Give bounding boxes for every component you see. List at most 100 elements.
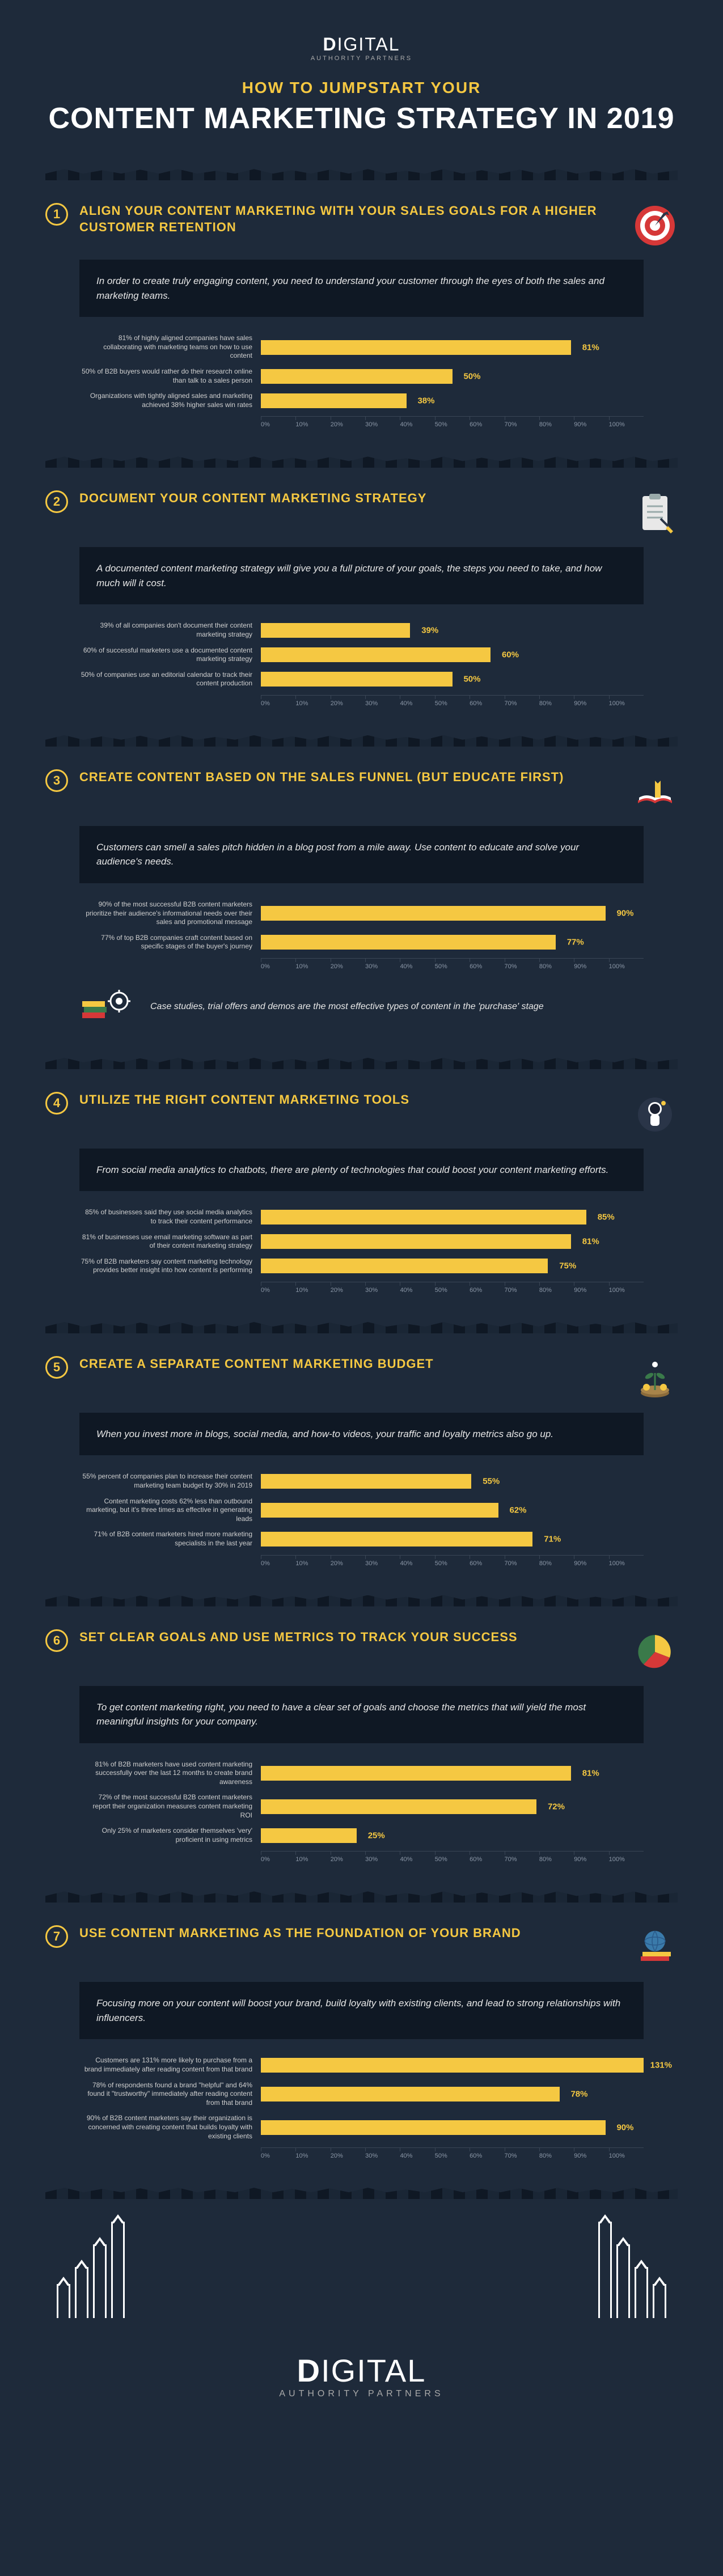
main-title: HOW TO JUMPSTART YOUR CONTENT MARKETING …	[45, 79, 678, 135]
bar-chart: Customers are 131% more likely to purcha…	[79, 2056, 644, 2159]
axis-tick: 70%	[505, 1856, 539, 1863]
bar-label: 71% of B2B content marketers hired more …	[79, 1530, 261, 1548]
axis-tick: 0%	[261, 963, 295, 970]
bar-chart: 55% percent of companies plan to increas…	[79, 1472, 644, 1566]
bar-chart: 85% of businesses said they use social m…	[79, 1208, 644, 1294]
divider	[45, 169, 678, 180]
bar-fill: 81%	[261, 1766, 571, 1781]
section-3: 3 CREATE CONTENT BASED ON THE SALES FUNN…	[45, 769, 678, 1029]
bar-fill: 131%	[261, 2058, 644, 2073]
axis-tick: 100%	[609, 2153, 644, 2159]
bar-fill: 90%	[261, 2120, 606, 2135]
bar-track: 78%	[261, 2087, 644, 2102]
section-desc: When you invest more in blogs, social me…	[79, 1413, 644, 1456]
bar-fill: 77%	[261, 935, 556, 950]
bar-label: 77% of top B2B companies craft content b…	[79, 934, 261, 951]
axis-tick: 40%	[400, 700, 434, 707]
section-head: 3 CREATE CONTENT BASED ON THE SALES FUNN…	[45, 769, 678, 815]
bar-row: 81% of businesses use email marketing so…	[79, 1233, 644, 1251]
bar-track: 38%	[261, 393, 644, 408]
axis-tick: 100%	[609, 1856, 644, 1863]
x-axis: 0%10%20%30%40%50%60%70%80%90%100%	[261, 695, 644, 707]
section-number: 5	[45, 1356, 68, 1379]
bar-fill: 25%	[261, 1828, 357, 1843]
axis-tick: 60%	[470, 700, 504, 707]
logo-text: DIGITAL	[45, 34, 678, 55]
axis-tick: 70%	[505, 1287, 539, 1294]
axis-tick: 10%	[295, 421, 330, 428]
axis-tick: 70%	[505, 421, 539, 428]
divider	[45, 1058, 678, 1069]
axis-tick: 90%	[574, 1560, 608, 1567]
axis-tick: 80%	[539, 1560, 574, 1567]
axis-tick: 30%	[365, 1560, 400, 1567]
logo-sub: AUTHORITY PARTNERS	[45, 55, 678, 62]
bar-label: 90% of the most successful B2B content m…	[79, 900, 261, 927]
bar-fill: 50%	[261, 369, 453, 384]
section-title: SET CLEAR GOALS AND USE METRICS TO TRACK…	[79, 1629, 621, 1646]
axis-tick: 50%	[435, 421, 470, 428]
x-axis: 0%10%20%30%40%50%60%70%80%90%100%	[261, 958, 644, 970]
section-title: CREATE A SEPARATE CONTENT MARKETING BUDG…	[79, 1356, 621, 1372]
axis-tick: 0%	[261, 1560, 295, 1567]
section-desc: From social media analytics to chatbots,…	[79, 1149, 644, 1192]
axis-tick: 20%	[331, 1287, 365, 1294]
bar-value: 77%	[567, 938, 584, 947]
axis-tick: 100%	[609, 1287, 644, 1294]
bar-chart: 90% of the most successful B2B content m…	[79, 900, 644, 970]
axis-tick: 0%	[261, 421, 295, 428]
bar-row: 50% of B2B buyers would rather do their …	[79, 367, 644, 385]
bar-fill: 71%	[261, 1532, 532, 1547]
bar-fill: 85%	[261, 1210, 586, 1225]
plant-coins-icon	[632, 1356, 678, 1401]
bar-chart: 81% of B2B marketers have used content m…	[79, 1760, 644, 1863]
section-desc: To get content marketing right, you need…	[79, 1686, 644, 1743]
bar-row: 75% of B2B marketers say content marketi…	[79, 1257, 644, 1275]
bar-label: 50% of companies use an editorial calend…	[79, 671, 261, 688]
axis-tick: 60%	[470, 1560, 504, 1567]
axis-tick: 30%	[365, 700, 400, 707]
bar-row: 39% of all companies don't document thei…	[79, 621, 644, 639]
section-desc: In order to create truly engaging conten…	[79, 260, 644, 317]
section-2: 2 DOCUMENT YOUR CONTENT MARKETING STRATE…	[45, 490, 678, 707]
bar-value: 85%	[598, 1212, 615, 1222]
axis-tick: 10%	[295, 700, 330, 707]
bar-value: 90%	[616, 2122, 633, 2132]
axis-tick: 80%	[539, 2153, 574, 2159]
arrow-icon	[616, 2244, 630, 2318]
section-6: 6 SET CLEAR GOALS AND USE METRICS TO TRA…	[45, 1629, 678, 1863]
section-title: USE CONTENT MARKETING AS THE FOUNDATION …	[79, 1925, 621, 1942]
target-icon	[632, 203, 678, 248]
bar-chart: 39% of all companies don't document thei…	[79, 621, 644, 707]
bar-value: 81%	[582, 342, 599, 352]
x-axis: 0%10%20%30%40%50%60%70%80%90%100%	[261, 1555, 644, 1567]
section-title: UTILIZE THE RIGHT CONTENT MARKETING TOOL…	[79, 1092, 621, 1108]
bar-track: 81%	[261, 340, 644, 355]
section-1: 1 ALIGN YOUR CONTENT MARKETING WITH YOUR…	[45, 203, 678, 428]
axis-tick: 80%	[539, 700, 574, 707]
axis-tick: 100%	[609, 1560, 644, 1567]
bar-row: 60% of successful marketers use a docume…	[79, 646, 644, 664]
axis-tick: 30%	[365, 1287, 400, 1294]
axis-tick: 50%	[435, 2153, 470, 2159]
bar-fill: 75%	[261, 1259, 548, 1273]
axis-tick: 90%	[574, 1287, 608, 1294]
logo-d: D	[323, 34, 337, 54]
bar-row: Customers are 131% more likely to purcha…	[79, 2056, 644, 2074]
axis-tick: 30%	[365, 421, 400, 428]
bar-row: Organizations with tightly aligned sales…	[79, 392, 644, 409]
bar-track: 85%	[261, 1210, 644, 1225]
book-icon	[632, 769, 678, 815]
axis-tick: 50%	[435, 1287, 470, 1294]
arrow-icon	[598, 2222, 612, 2318]
bar-track: 25%	[261, 1828, 644, 1843]
axis-tick: 20%	[331, 700, 365, 707]
footer-logo-sub: AUTHORITY PARTNERS	[45, 2389, 678, 2399]
bar-label: 81% of highly aligned companies have sal…	[79, 334, 261, 361]
bar-fill: 62%	[261, 1503, 498, 1518]
x-axis: 0%10%20%30%40%50%60%70%80%90%100%	[261, 1282, 644, 1294]
section-desc: A documented content marketing strategy …	[79, 547, 644, 604]
section-head: 2 DOCUMENT YOUR CONTENT MARKETING STRATE…	[45, 490, 678, 536]
axis-tick: 0%	[261, 2153, 295, 2159]
axis-tick: 20%	[331, 963, 365, 970]
